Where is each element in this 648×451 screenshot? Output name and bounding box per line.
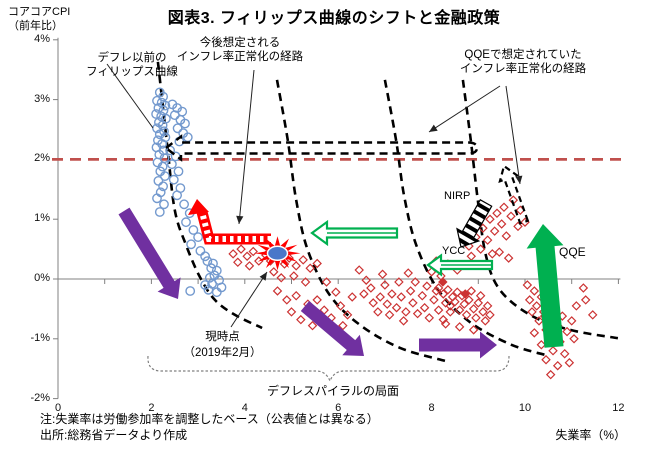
y-tick-label: 4%	[34, 32, 50, 45]
y-tick-label: 2%	[34, 152, 50, 165]
ycc-label: YCC	[442, 245, 466, 257]
annotation-qqe-expected-path: QQEで想定されていた インフレ率正常化の経路	[459, 49, 587, 75]
qqe-arrow	[526, 224, 564, 348]
annotation-future-normalization-path: 今後想定される インフレ率正常化の経路	[176, 37, 304, 63]
y-axis-title: コアコアCPI （前年比）	[8, 6, 71, 32]
leader-arrowhead	[259, 272, 267, 281]
leader-arrowhead	[236, 215, 244, 224]
y-tick-label: -2%	[30, 391, 50, 404]
leader-lines	[106, 63, 523, 328]
nirp-arrow	[456, 198, 493, 248]
deflation-shift-arrow-3	[419, 331, 497, 359]
footnote-1: 注:失業率は労働参加率を調整したベース（公表値とは異なる）	[40, 412, 379, 426]
qqe-label: QQE	[559, 245, 586, 259]
x-tick-label: 4	[241, 402, 248, 414]
axes	[53, 37, 621, 400]
qqe-expected-path-arrow	[164, 134, 479, 162]
current-point-star	[254, 236, 301, 271]
current-point-label: 現時点 （2019年2月）	[183, 331, 262, 359]
scatter-deflation-diamonds	[228, 195, 598, 380]
leader-arrowhead	[429, 124, 438, 132]
x-tick-label: 8	[428, 402, 435, 414]
x-tick-label: 12	[612, 402, 625, 414]
x-tick-label: 10	[518, 402, 532, 414]
y-tick-label: 0%	[34, 272, 50, 284]
nirp-label: NIRP	[444, 190, 471, 202]
footnote-2: 出所:総務省データより作成	[40, 428, 188, 442]
qqe-normalization-arrow	[498, 164, 530, 225]
annotation-before-deflation: デフレ以前の フィリップス曲線	[86, 52, 178, 78]
y-tick-label: 3%	[34, 92, 50, 105]
x-tick-label: 0	[54, 402, 62, 414]
phillips-curve-2	[275, 79, 446, 363]
phillips-curve-3	[383, 79, 546, 357]
x-tick-label: 6	[335, 402, 342, 414]
deflation-shift-arrow-2	[300, 301, 364, 356]
x-tick-label: 2	[148, 402, 155, 414]
x-axis-title: 失業率（%）	[555, 428, 626, 442]
chart-title: 図表3. フィリップス曲線のシフトと金融政策	[167, 10, 501, 27]
y-tick-label: -1%	[30, 331, 50, 344]
deflation-spiral-label: デフレスパイラルの局面	[266, 384, 399, 398]
scatter-pre-deflation-circles	[151, 87, 227, 298]
future-normalization-path-arrow	[188, 199, 271, 245]
deflation-shift-arrow-1	[118, 207, 181, 299]
y-tick-label: 1%	[34, 212, 50, 225]
phillips-curve-4	[461, 79, 619, 340]
leader-arrowhead	[515, 175, 523, 184]
